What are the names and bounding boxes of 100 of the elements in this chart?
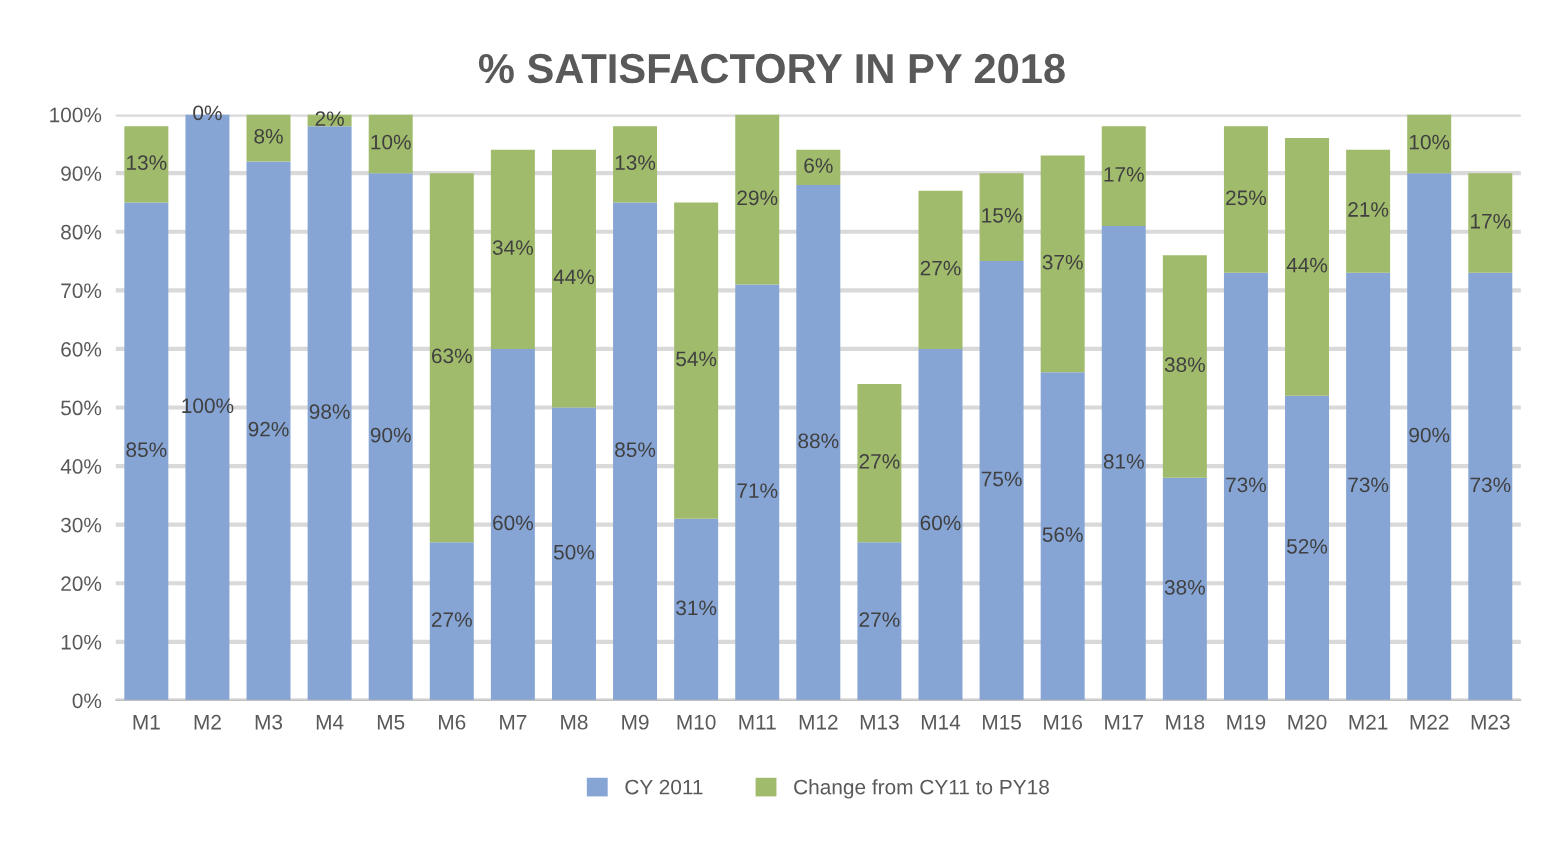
data-label: 34%: [492, 240, 533, 255]
x-tick-label: M15: [983, 715, 1021, 730]
bar: [796, 184, 841, 701]
bar: [857, 542, 902, 701]
data-label: 15%: [982, 208, 1022, 223]
bar: [551, 149, 596, 408]
bar: [1468, 272, 1513, 701]
bar: [979, 261, 1024, 701]
x-tick-label: M19: [1227, 714, 1266, 730]
data-label: 38%: [1164, 579, 1205, 595]
y-tick-label: 50%: [61, 400, 102, 416]
y-tick-label: 60%: [61, 341, 102, 357]
bar: [368, 173, 413, 701]
data-label: 44%: [553, 269, 595, 285]
bar: [307, 126, 352, 701]
data-label: 6%: [804, 158, 833, 173]
data-label: 52%: [1287, 538, 1328, 554]
bar: [1162, 255, 1207, 478]
bar: [674, 202, 719, 519]
data-label: 85%: [126, 442, 167, 458]
x-tick-label: M21: [1349, 714, 1388, 730]
x-tick-label: M3: [255, 714, 283, 730]
x-tick-label: M10: [677, 714, 716, 730]
data-label: 75%: [981, 471, 1022, 487]
data-label: 21%: [1348, 202, 1389, 217]
data-label: 54%: [676, 351, 717, 367]
y-tick-label: 0%: [72, 693, 102, 709]
x-tick-label: M5: [377, 715, 405, 730]
data-label: 90%: [370, 427, 411, 443]
bar: [1407, 173, 1452, 701]
bar: [918, 348, 963, 701]
x-tick-label: M4: [316, 715, 344, 730]
data-label: 88%: [798, 433, 839, 449]
bar: [429, 542, 474, 701]
data-label: 27%: [920, 260, 961, 276]
legend-label: Change from CY11 to PY18: [794, 779, 1049, 799]
bar: [1162, 477, 1207, 701]
data-label: 56%: [1042, 527, 1083, 542]
data-label: 92%: [248, 421, 289, 437]
x-tick-label: M11: [739, 715, 776, 730]
bar: [246, 161, 291, 701]
y-tick-label: 90%: [61, 166, 102, 181]
x-tick-label: M18: [1166, 714, 1205, 730]
x-tick-label: M17: [1105, 715, 1143, 730]
bar: [368, 114, 413, 174]
legend-label: CY 2011: [625, 779, 703, 795]
bar: [246, 114, 291, 162]
x-tick-label: M6: [439, 714, 466, 730]
data-label: 44%: [1286, 257, 1328, 273]
x-tick-label: M12: [799, 714, 838, 730]
bar: [979, 173, 1024, 262]
data-label: 98%: [309, 404, 350, 419]
bar: [1101, 225, 1146, 701]
bar: [796, 149, 841, 185]
bar: [490, 348, 535, 701]
data-label: 13%: [615, 155, 656, 170]
data-label: 73%: [1348, 477, 1389, 493]
data-label: 8%: [254, 128, 283, 144]
data-label: 25%: [1226, 190, 1267, 206]
data-label: 63%: [432, 348, 472, 364]
data-label: 27%: [859, 612, 900, 627]
data-label: 81%: [1103, 454, 1144, 469]
data-label: 37%: [1042, 254, 1083, 270]
bar: [429, 173, 474, 543]
y-tick-label: 20%: [61, 576, 102, 592]
x-tick-label: M16: [1044, 714, 1083, 730]
bar: [1285, 138, 1330, 396]
data-label: 10%: [1409, 134, 1450, 150]
data-label: 27%: [859, 454, 900, 469]
bar: [1040, 155, 1085, 373]
bar: [857, 384, 902, 543]
x-tick-label: M22: [1410, 714, 1449, 730]
data-label: 73%: [1470, 477, 1511, 493]
data-label: 85%: [615, 442, 656, 458]
bar: [551, 407, 596, 701]
x-tick-label: M8: [561, 714, 588, 730]
data-label: 2%: [315, 111, 344, 126]
y-tick-label: 40%: [60, 459, 102, 474]
data-label: 60%: [493, 515, 533, 531]
bar: [490, 149, 535, 349]
bar: [674, 518, 719, 701]
y-tick-label: 100%: [50, 107, 102, 123]
data-label: 90%: [1409, 427, 1450, 443]
bar: [1223, 272, 1268, 701]
data-label: 71%: [737, 483, 778, 498]
bar: [1101, 126, 1146, 226]
data-label: 29%: [737, 190, 778, 206]
x-tick-label: M20: [1288, 714, 1327, 730]
y-tick-label: 70%: [61, 283, 102, 299]
y-tick-label: 80%: [61, 224, 102, 240]
data-label: 27%: [431, 612, 472, 627]
bar: [1468, 173, 1513, 273]
bar: [1223, 126, 1268, 273]
bar: [1285, 395, 1330, 701]
bar: [1346, 149, 1391, 273]
x-tick-label: M13: [860, 714, 899, 730]
data-label: 38%: [1164, 357, 1205, 373]
data-label: 10%: [371, 134, 411, 150]
x-tick-label: M1: [133, 715, 160, 730]
data-label: 17%: [1104, 167, 1144, 182]
